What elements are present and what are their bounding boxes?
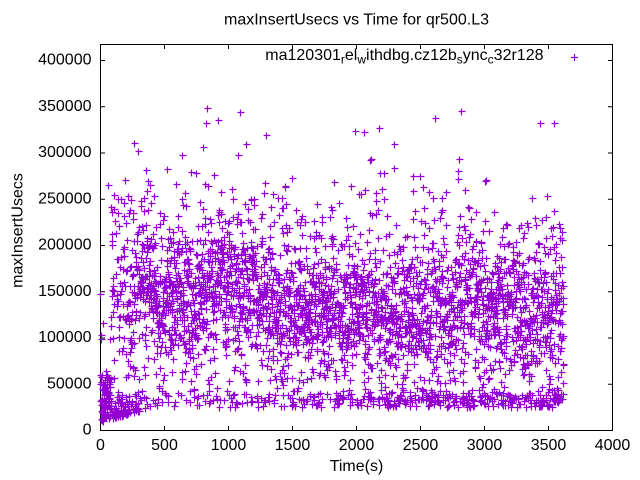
svg-text:250000: 250000 <box>38 190 91 207</box>
svg-text:2000: 2000 <box>339 437 375 454</box>
svg-text:50000: 50000 <box>47 375 92 392</box>
svg-text:0: 0 <box>83 422 92 439</box>
svg-text:0: 0 <box>96 437 105 454</box>
svg-text:maxInsertUsecs vs Time for qr5: maxInsertUsecs vs Time for qr500.L3 <box>224 12 489 29</box>
svg-text:ma120301relwithdbg.cz12bsyncc3: ma120301relwithdbg.cz12bsyncc32r128 <box>265 47 543 67</box>
svg-text:1000: 1000 <box>211 437 247 454</box>
svg-text:4000: 4000 <box>595 437 631 454</box>
svg-text:3000: 3000 <box>467 437 503 454</box>
svg-text:Time(s): Time(s) <box>330 458 384 475</box>
svg-text:300000: 300000 <box>38 144 91 161</box>
svg-text:2500: 2500 <box>403 437 439 454</box>
svg-text:3500: 3500 <box>531 437 567 454</box>
svg-text:maxInsertUsecs: maxInsertUsecs <box>10 173 27 288</box>
svg-text:500: 500 <box>151 437 178 454</box>
svg-text:200000: 200000 <box>38 237 91 254</box>
svg-text:350000: 350000 <box>38 98 91 115</box>
svg-text:400000: 400000 <box>38 52 91 69</box>
svg-text:100000: 100000 <box>38 329 91 346</box>
svg-text:150000: 150000 <box>38 283 91 300</box>
svg-text:1500: 1500 <box>275 437 311 454</box>
